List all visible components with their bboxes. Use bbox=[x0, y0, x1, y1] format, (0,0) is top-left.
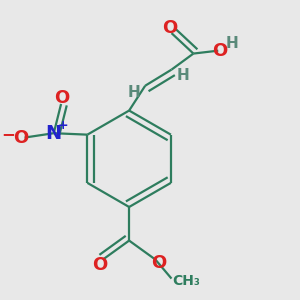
Text: H: H bbox=[128, 85, 140, 100]
Text: O: O bbox=[54, 88, 69, 106]
Text: H: H bbox=[176, 68, 189, 83]
Text: H: H bbox=[226, 36, 239, 51]
Text: O: O bbox=[212, 42, 227, 60]
Text: N: N bbox=[46, 124, 62, 143]
Text: O: O bbox=[14, 129, 29, 147]
Text: O: O bbox=[151, 254, 166, 272]
Text: O: O bbox=[162, 20, 178, 38]
Text: +: + bbox=[58, 119, 68, 132]
Text: CH₃: CH₃ bbox=[172, 274, 200, 288]
Text: O: O bbox=[92, 256, 107, 274]
Text: −: − bbox=[1, 125, 15, 143]
